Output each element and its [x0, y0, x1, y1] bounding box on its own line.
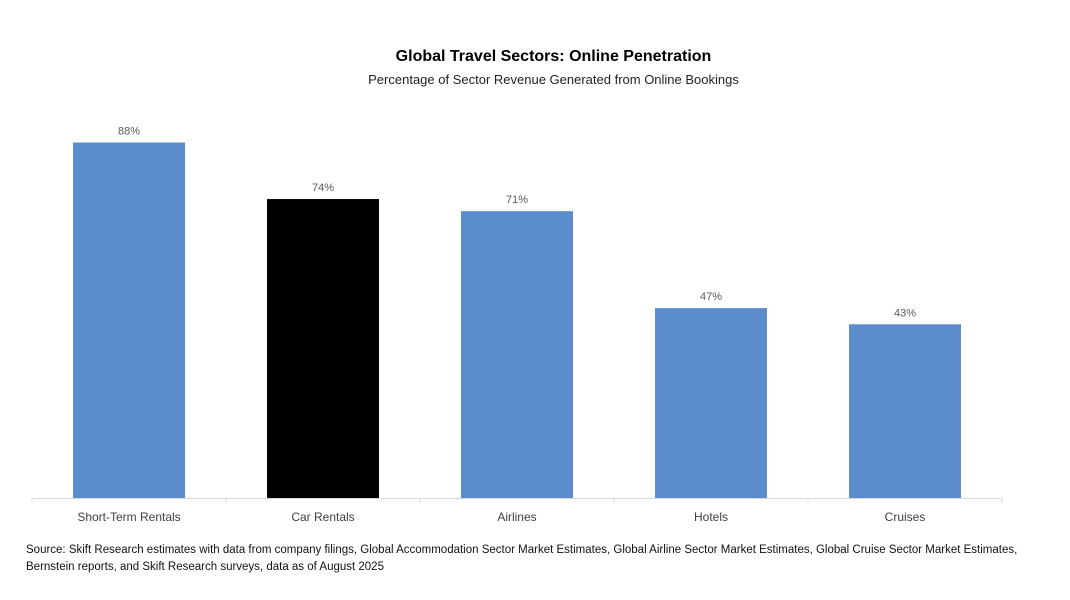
data-label: 47%	[700, 291, 722, 303]
bar-short-term-rentals	[73, 142, 185, 499]
chart-subtitle: Percentage of Sector Revenue Generated f…	[368, 72, 739, 87]
data-label: 74%	[312, 182, 334, 194]
x-tick-label: Hotels	[694, 510, 728, 524]
bar-car-rentals	[267, 199, 379, 499]
x-tick-label: Airlines	[497, 510, 536, 524]
x-tick-label: Car Rentals	[291, 510, 354, 524]
data-label: 71%	[506, 194, 528, 206]
bar-hotels	[655, 308, 767, 498]
data-label: 43%	[894, 307, 916, 319]
bar-cruises	[849, 324, 961, 498]
x-tick-label: Cruises	[885, 510, 926, 524]
x-tick-label: Short-Term Rentals	[77, 510, 180, 524]
source-note: Source: Skift Research estimates with da…	[26, 544, 1018, 573]
bar-chart: 88% Short-Term Rentals 74% Car Rentals 71% Ai…	[31, 125, 1003, 524]
bar-airlines	[461, 211, 573, 498]
chart-title: Global Travel Sectors: Online Penetratio…	[395, 48, 712, 65]
data-label: 88%	[118, 125, 140, 137]
